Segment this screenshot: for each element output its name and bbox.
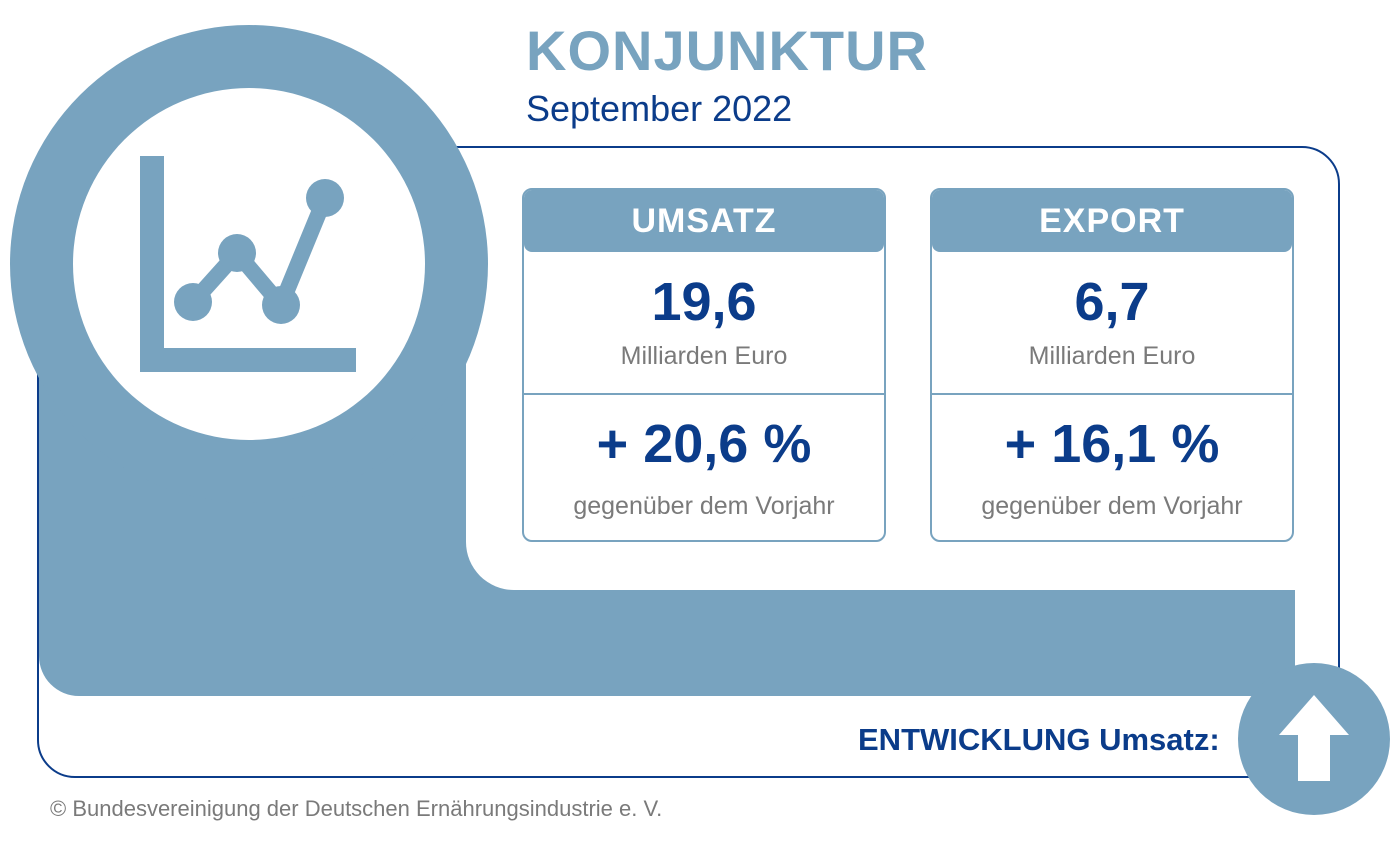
card-change: + 20,6 % bbox=[596, 414, 812, 474]
card-unit: Milliarden Euro bbox=[1028, 342, 1196, 370]
accent-panel-bottom bbox=[120, 590, 1295, 696]
card-divider bbox=[524, 393, 884, 395]
card-change: + 16,1 % bbox=[1004, 414, 1220, 474]
line-chart-icon bbox=[140, 156, 356, 372]
card-divider bbox=[932, 393, 1292, 395]
card-value: 19,6 bbox=[651, 272, 757, 332]
development-label: ENTWICKLUNG Umsatz: bbox=[858, 722, 1220, 757]
card-heading: UMSATZ bbox=[524, 190, 884, 252]
card-heading: EXPORT bbox=[932, 190, 1292, 252]
export-card: EXPORT 6,7 Milliarden Euro + 16,1 % gege… bbox=[930, 188, 1294, 542]
arrow-up-icon bbox=[1279, 695, 1349, 781]
card-change-note: gegenüber dem Vorjahr bbox=[573, 492, 835, 520]
umsatz-card: UMSATZ 19,6 Milliarden Euro + 20,6 % geg… bbox=[522, 188, 886, 542]
page-subtitle: September 2022 bbox=[526, 88, 793, 129]
copyright-notice: © Bundesvereinigung der Deutschen Ernähr… bbox=[50, 796, 663, 821]
card-change-note: gegenüber dem Vorjahr bbox=[981, 492, 1243, 520]
card-value: 6,7 bbox=[1074, 272, 1150, 332]
page-title: KONJUNKTUR bbox=[526, 19, 928, 82]
card-unit: Milliarden Euro bbox=[620, 342, 788, 370]
